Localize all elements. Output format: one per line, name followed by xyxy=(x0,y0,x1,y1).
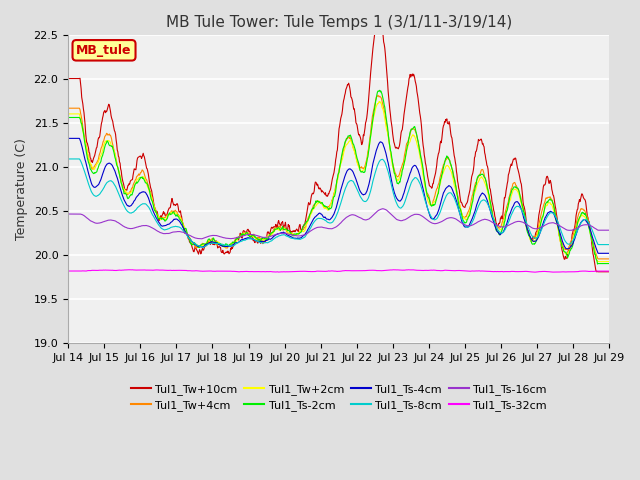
Tul1_Ts-32cm xyxy=(384,267,392,273)
Tul1_Ts-32cm xyxy=(580,268,588,274)
Tul1_Ts-4cm xyxy=(587,228,595,234)
Line: Tul1_Tw+10cm: Tul1_Tw+10cm xyxy=(68,19,609,272)
Tul1_Ts-4cm xyxy=(595,251,602,256)
Tul1_Tw+10cm xyxy=(588,236,595,242)
Tul1_Tw+10cm xyxy=(579,192,587,198)
Tul1_Ts-32cm xyxy=(550,269,558,275)
Tul1_Ts-8cm xyxy=(199,244,207,250)
Tul1_Ts-8cm xyxy=(289,235,297,241)
Tul1_Ts-32cm xyxy=(165,267,173,273)
Tul1_Tw+4cm xyxy=(64,105,72,111)
Tul1_Ts-4cm xyxy=(289,235,296,240)
Tul1_Tw+2cm xyxy=(605,259,613,264)
Tul1_Ts-4cm xyxy=(605,251,613,256)
Tul1_Ts-16cm xyxy=(90,220,98,226)
Tul1_Ts-8cm xyxy=(579,218,587,224)
Tul1_Tw+4cm xyxy=(384,128,392,134)
Tul1_Ts-4cm xyxy=(164,221,172,227)
Line: Tul1_Ts-8cm: Tul1_Ts-8cm xyxy=(68,159,609,247)
Line: Tul1_Ts-32cm: Tul1_Ts-32cm xyxy=(68,270,609,272)
Line: Tul1_Ts-16cm: Tul1_Ts-16cm xyxy=(68,209,609,239)
Tul1_Tw+4cm xyxy=(588,233,595,239)
Tul1_Ts-8cm xyxy=(605,242,613,248)
Tul1_Tw+4cm xyxy=(579,206,587,212)
Tul1_Ts-2cm xyxy=(605,261,613,266)
Tul1_Tw+4cm xyxy=(164,212,172,218)
Tul1_Ts-4cm xyxy=(579,218,586,224)
Legend: Tul1_Tw+10cm, Tul1_Tw+4cm, Tul1_Tw+2cm, Tul1_Ts-2cm, Tul1_Ts-4cm, Tul1_Ts-8cm, T: Tul1_Tw+10cm, Tul1_Tw+4cm, Tul1_Tw+2cm, … xyxy=(127,379,551,416)
Tul1_Ts-32cm xyxy=(129,267,136,273)
Tul1_Tw+10cm xyxy=(64,76,72,82)
Tul1_Ts-16cm xyxy=(605,228,613,233)
Tul1_Tw+10cm xyxy=(374,16,382,22)
Tul1_Tw+2cm xyxy=(376,98,383,104)
Tul1_Ts-8cm xyxy=(90,192,98,198)
Tul1_Ts-8cm xyxy=(384,167,392,173)
Tul1_Ts-16cm xyxy=(198,236,205,241)
Tul1_Tw+4cm xyxy=(289,232,296,238)
Tul1_Ts-2cm xyxy=(164,212,172,217)
Line: Tul1_Ts-2cm: Tul1_Ts-2cm xyxy=(68,90,609,264)
Tul1_Ts-4cm xyxy=(64,135,72,141)
Tul1_Tw+2cm xyxy=(588,235,595,240)
Tul1_Tw+10cm xyxy=(90,154,98,160)
Tul1_Ts-32cm xyxy=(289,269,297,275)
Tul1_Ts-32cm xyxy=(588,269,596,275)
Tul1_Ts-8cm xyxy=(588,225,595,231)
Tul1_Ts-16cm xyxy=(384,208,392,214)
Tul1_Tw+10cm xyxy=(164,206,172,212)
Tul1_Tw+4cm xyxy=(595,256,602,262)
Tul1_Tw+2cm xyxy=(64,111,72,117)
Tul1_Tw+10cm xyxy=(289,228,296,234)
Tul1_Ts-2cm xyxy=(376,87,383,93)
Tul1_Ts-16cm xyxy=(64,211,72,217)
Tul1_Ts-4cm xyxy=(90,184,98,190)
Tul1_Tw+2cm xyxy=(595,259,602,264)
Tul1_Tw+10cm xyxy=(605,269,613,275)
Tul1_Tw+4cm xyxy=(90,164,98,169)
Tul1_Tw+2cm xyxy=(289,230,296,236)
Tul1_Ts-16cm xyxy=(580,222,588,228)
Tul1_Tw+2cm xyxy=(579,213,587,218)
Tul1_Tw+2cm xyxy=(164,212,172,218)
Tul1_Tw+10cm xyxy=(384,80,392,85)
Tul1_Ts-16cm xyxy=(164,230,172,236)
Tul1_Ts-2cm xyxy=(384,124,392,130)
Tul1_Ts-2cm xyxy=(588,233,595,239)
Title: MB Tule Tower: Tule Temps 1 (3/1/11-3/19/14): MB Tule Tower: Tule Temps 1 (3/1/11-3/19… xyxy=(166,15,512,30)
Tul1_Tw+2cm xyxy=(384,130,392,136)
Line: Tul1_Ts-4cm: Tul1_Ts-4cm xyxy=(68,138,609,253)
Tul1_Ts-2cm xyxy=(90,170,98,176)
Tul1_Tw+10cm xyxy=(593,269,600,275)
Line: Tul1_Tw+4cm: Tul1_Tw+4cm xyxy=(68,95,609,259)
Tul1_Ts-2cm xyxy=(579,209,587,215)
Tul1_Ts-8cm xyxy=(64,156,72,162)
Y-axis label: Temperature (C): Temperature (C) xyxy=(15,138,28,240)
Tul1_Ts-8cm xyxy=(164,226,172,232)
Tul1_Ts-32cm xyxy=(90,267,98,273)
Text: MB_tule: MB_tule xyxy=(76,44,132,57)
Tul1_Tw+2cm xyxy=(90,167,98,172)
Tul1_Ts-32cm xyxy=(64,268,72,274)
Tul1_Ts-2cm xyxy=(64,115,72,120)
Tul1_Ts-16cm xyxy=(289,232,297,238)
Tul1_Ts-4cm xyxy=(383,156,391,161)
Tul1_Tw+4cm xyxy=(374,92,382,98)
Tul1_Ts-16cm xyxy=(588,223,596,229)
Tul1_Ts-2cm xyxy=(289,233,296,239)
Tul1_Ts-2cm xyxy=(594,261,602,267)
Line: Tul1_Tw+2cm: Tul1_Tw+2cm xyxy=(68,101,609,262)
Tul1_Ts-32cm xyxy=(605,268,613,274)
Tul1_Tw+4cm xyxy=(605,256,613,262)
Tul1_Ts-16cm xyxy=(379,206,387,212)
